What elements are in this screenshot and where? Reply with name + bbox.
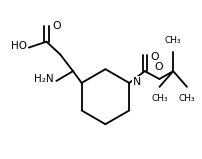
Text: O: O (150, 52, 158, 62)
Text: O: O (153, 62, 162, 72)
Text: CH₃: CH₃ (164, 36, 181, 45)
Text: CH₃: CH₃ (178, 94, 194, 103)
Text: CH₃: CH₃ (150, 94, 167, 103)
Text: HO: HO (11, 41, 27, 51)
Text: N: N (133, 77, 141, 87)
Text: O: O (52, 21, 61, 31)
Text: H₂N: H₂N (34, 74, 53, 84)
